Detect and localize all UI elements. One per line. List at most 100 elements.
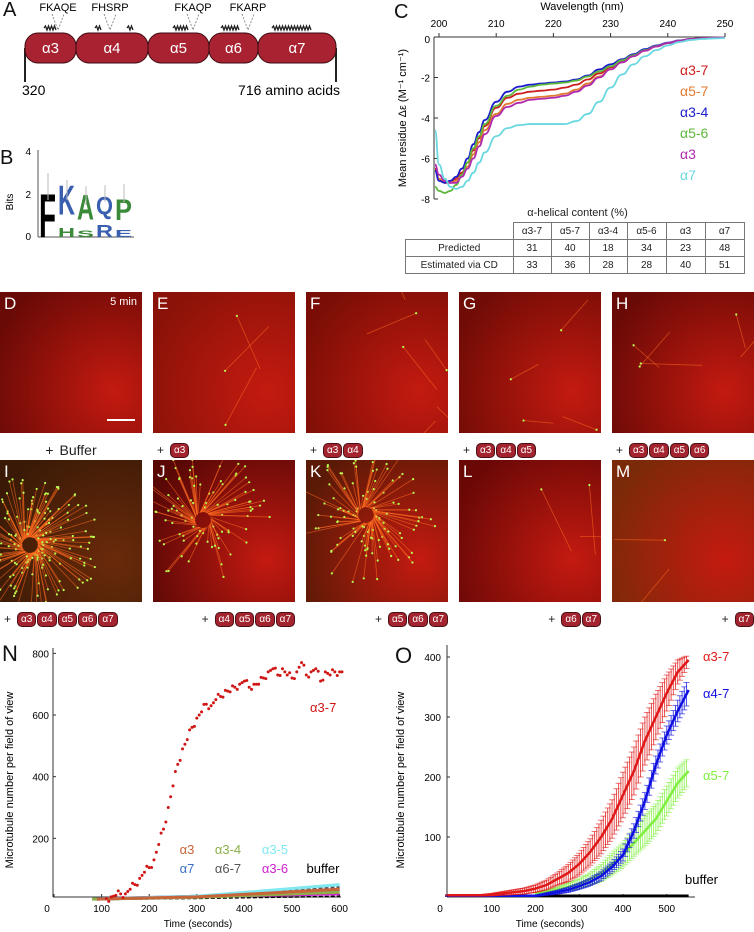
domain-pill: α4 (37, 611, 57, 627)
microtubule (32, 551, 36, 575)
microtubule (364, 468, 388, 508)
data-point (147, 866, 151, 870)
microtubule-plus-end (67, 503, 70, 507)
data-point (323, 670, 327, 674)
microtubule-plus-end (376, 577, 379, 581)
microtubule-plus-end (171, 521, 174, 525)
microtubule-plus-end (23, 528, 26, 532)
end-residue: 716 amino acids (238, 82, 340, 98)
data-point (297, 665, 301, 669)
microtubule (368, 478, 414, 508)
microtubule (210, 522, 231, 555)
microtubule (204, 477, 247, 513)
microtubule (210, 518, 247, 543)
microtubule-plus-end (81, 581, 84, 584)
microtubule-plus-end (85, 511, 88, 515)
x-axis-label: Time (seconds) (516, 919, 585, 930)
data-point (316, 669, 320, 673)
microtubule-plus-end (415, 312, 418, 315)
microtubule (37, 544, 88, 581)
microtubule-plus-end (192, 501, 195, 505)
microtubule (402, 346, 438, 391)
microtubule-plus-end (83, 561, 86, 564)
microtubule (32, 505, 87, 538)
data-point (195, 716, 199, 720)
x-tick-label: 100 (483, 904, 500, 915)
microtubule (540, 489, 572, 552)
microscopy-image-j: J (153, 460, 295, 602)
helix-mark (172, 24, 189, 32)
microtubule-plus-end (412, 528, 415, 531)
x-tick-label: 300 (188, 904, 205, 915)
legend-entry: buffer (306, 861, 340, 876)
data-point (295, 670, 299, 674)
microtubule (36, 540, 88, 550)
microtubule-plus-end (88, 541, 91, 544)
x-tick-label: 220 (545, 19, 562, 30)
microtubule (153, 501, 196, 523)
data-point (202, 702, 206, 706)
microtubule-plus-end (55, 593, 59, 596)
microtubule (735, 314, 746, 349)
data-point (185, 738, 189, 742)
microtubule (12, 479, 25, 540)
data-point (126, 890, 130, 894)
plus-sign: + (721, 612, 729, 626)
x-tick-label: 200 (141, 904, 158, 915)
series-line-α3 (96, 887, 340, 901)
microtubule (352, 522, 370, 582)
microtubule (315, 520, 361, 529)
microtubule-plus-end (375, 468, 378, 471)
microtubule-plus-end (332, 497, 335, 500)
treatment-label: + Buffer (0, 442, 142, 458)
microtubule-plus-end (326, 464, 329, 467)
microtubule (172, 522, 197, 526)
microtubule-plus-end (385, 462, 388, 466)
domain-label: α6 (225, 40, 242, 57)
microtubule (32, 532, 47, 538)
microtubule (0, 551, 26, 561)
microtubule (37, 547, 60, 582)
microtubule (0, 536, 23, 548)
y-tick-label: 0 (424, 35, 430, 46)
data-point (133, 883, 137, 887)
data-point (269, 668, 273, 672)
microtubule (189, 470, 198, 515)
microtubule-plus-end (372, 488, 375, 491)
domain-label: α3 (42, 40, 59, 57)
microtubule (327, 466, 359, 513)
data-point (254, 682, 258, 686)
microtubule (183, 527, 201, 537)
x-tick-label: 230 (602, 19, 619, 30)
data-point (333, 670, 337, 674)
microtubule-plus-end (369, 536, 373, 539)
microtubule-plus-end (31, 496, 35, 499)
microtubule-plus-end (213, 544, 217, 547)
microtubule-plus-end (84, 530, 87, 533)
microtubule (333, 497, 359, 517)
microtubule-plus-end (245, 541, 248, 544)
domain-pill: α4 (649, 442, 669, 458)
microtubule-plus-end (77, 503, 80, 507)
microtubule-plus-end (170, 507, 173, 510)
microtubule-plus-end (540, 488, 543, 491)
table-col-header: α3-7 (512, 222, 552, 240)
treatment-label: + α6 α7 (459, 611, 601, 627)
microtubule (36, 539, 90, 544)
microtubule-plus-end (354, 530, 357, 533)
table-row: Predicted 31 40 18 34 23 48 (405, 239, 745, 257)
microtubule-plus-end (412, 478, 415, 481)
data-point (173, 769, 177, 773)
table-cell: 23 (665, 239, 706, 257)
microtubule-plus-end (522, 419, 525, 422)
data-point (164, 820, 168, 824)
microtubule-plus-end (165, 477, 168, 481)
microtubule (37, 543, 92, 580)
data-point (169, 795, 173, 799)
microtubule (209, 514, 270, 518)
microtubule-plus-end (220, 530, 224, 533)
microtubule (35, 550, 39, 596)
microscopy-image-i: I (0, 460, 142, 602)
data-point (181, 747, 185, 751)
logo-letter: P (115, 193, 132, 226)
